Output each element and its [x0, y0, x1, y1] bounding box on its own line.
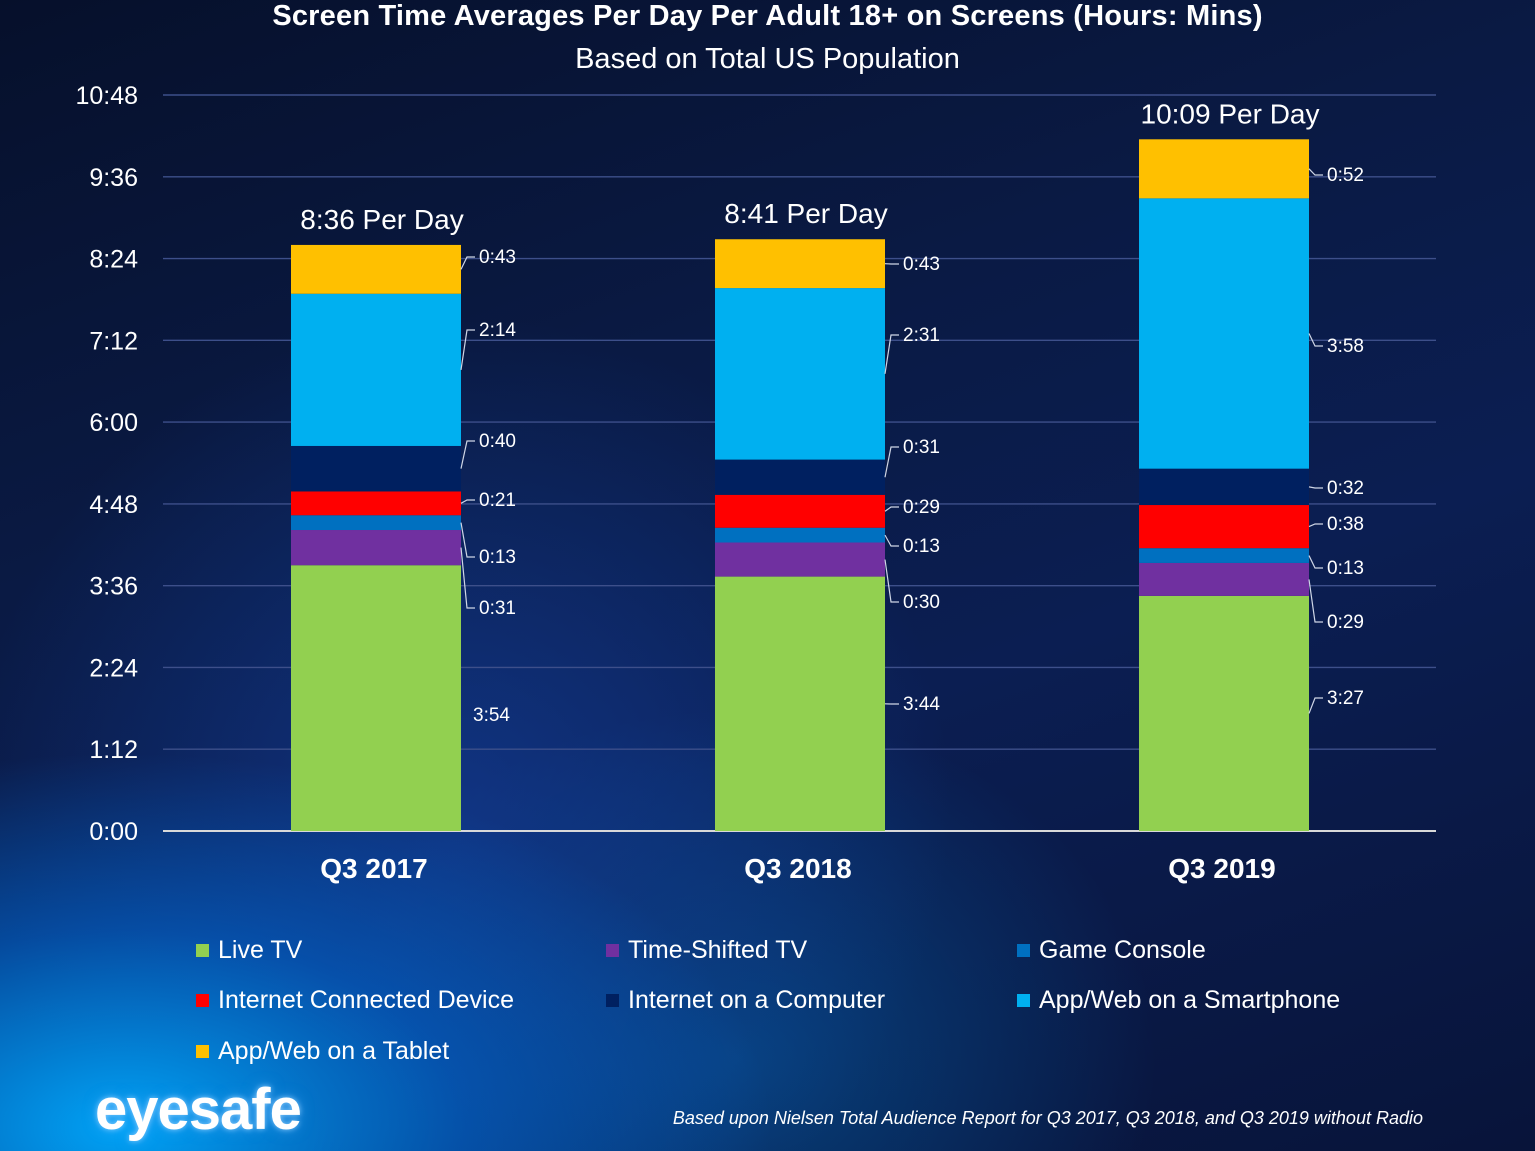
bar-segment: [715, 239, 885, 289]
y-tick-label: 6:00: [89, 409, 138, 437]
label-leader-line: [1308, 333, 1323, 347]
data-label: 0:29: [1327, 612, 1364, 633]
data-label: 0:38: [1327, 514, 1364, 535]
y-tick-label: 7:12: [89, 327, 138, 355]
label-leader-line: [460, 547, 475, 609]
bar-segment: [291, 530, 461, 566]
data-label: 0:13: [1327, 558, 1364, 579]
label-leader-line: [1308, 168, 1323, 176]
label-leader-line: [1308, 555, 1323, 569]
bar-segment: [291, 293, 461, 446]
bar-segment: [291, 515, 461, 531]
data-label: 3:58: [1327, 336, 1364, 357]
x-tick-label: Q3 2018: [744, 853, 851, 884]
bar-segment: [291, 565, 461, 831]
data-label: 0:13: [903, 536, 940, 557]
bar-segment: [715, 459, 885, 495]
label-leader-line: [1308, 579, 1323, 623]
label-leader-line: [884, 534, 899, 547]
source-footnote: Based upon Nielsen Total Audience Report…: [672, 1108, 1423, 1128]
bar-segment: [715, 527, 885, 543]
y-tick-label: 0:00: [89, 818, 138, 846]
label-leader-line: [1308, 697, 1323, 714]
data-label: 0:43: [903, 254, 940, 275]
data-label: 0:29: [903, 497, 940, 518]
bar-segment: [1139, 562, 1309, 596]
label-leader-line: [1308, 523, 1323, 528]
label-leader-line: [884, 334, 899, 374]
bar-segment: [1139, 198, 1309, 469]
y-tick-label: 1:12: [89, 736, 138, 764]
data-label: 0:40: [479, 431, 516, 452]
bar-segment: [1139, 548, 1309, 563]
bar-segment: [291, 445, 461, 492]
x-tick-label: Q3 2017: [320, 853, 427, 884]
bar-segment: [1139, 468, 1309, 506]
label-leader-line: [460, 440, 475, 469]
label-leader-line: [460, 256, 475, 270]
chart-title: Screen Time Averages Per Day Per Adult 1…: [272, 0, 1263, 32]
data-label: 3:44: [903, 694, 940, 715]
data-label: 0:31: [479, 598, 516, 619]
bar-segment: [715, 542, 885, 577]
y-tick-label: 4:48: [89, 491, 138, 519]
bar-segment: [715, 288, 885, 460]
data-label: 3:27: [1327, 688, 1364, 709]
data-label: 2:14: [479, 320, 516, 341]
bar-segment: [1139, 139, 1309, 199]
bar-total-label: 10:09 Per Day: [1141, 98, 1320, 129]
bar-segment: [715, 576, 885, 831]
y-tick-label: 9:36: [89, 164, 138, 192]
label-leader-line: [884, 446, 899, 478]
label-leader-line: [884, 559, 899, 603]
data-label: 0:52: [1327, 165, 1364, 186]
data-label: 2:31: [903, 325, 940, 346]
y-tick-label: 2:24: [89, 654, 138, 682]
bar-segment: [291, 244, 461, 294]
bar-total-label: 8:36 Per Day: [300, 204, 463, 235]
bar-total-label: 8:41 Per Day: [724, 198, 887, 229]
label-leader-line: [1308, 486, 1323, 489]
eyesafe-logo: eyesafe: [95, 1077, 302, 1142]
data-label: 0:43: [479, 247, 516, 268]
data-label: 0:30: [903, 592, 940, 613]
y-tick-label: 10:48: [75, 82, 138, 110]
chart-subtitle: Based on Total US Population: [575, 43, 960, 75]
label-leader-line: [460, 499, 475, 504]
data-label: 0:21: [479, 490, 516, 511]
data-label: 0:31: [903, 437, 940, 458]
y-tick-label: 8:24: [89, 246, 138, 274]
label-leader-line: [460, 329, 475, 370]
label-leader-line: [884, 506, 899, 512]
y-tick-label: 3:36: [89, 573, 138, 601]
bar-segment: [715, 494, 885, 528]
bar-segment: [291, 491, 461, 516]
data-label: 0:32: [1327, 478, 1364, 499]
bar-segment: [1139, 505, 1309, 549]
bar-segment: [1139, 595, 1309, 831]
x-tick-label: Q3 2019: [1168, 853, 1275, 884]
data-label: 0:13: [479, 547, 516, 568]
data-label: 3:54: [473, 705, 510, 726]
label-leader-line: [460, 522, 475, 558]
